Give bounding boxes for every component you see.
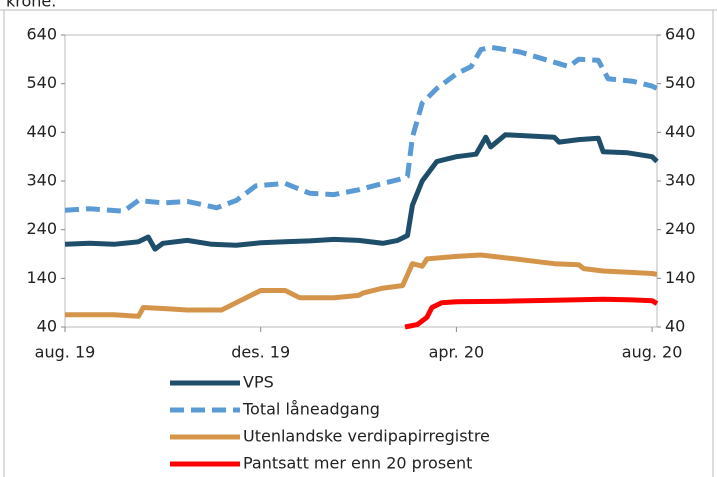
x-tick-label: aug. 19: [35, 343, 96, 362]
series-line: [64, 44, 659, 214]
legend-label: VPS: [243, 373, 274, 392]
legend-label: Utenlandske verdipapirregistre: [243, 427, 490, 446]
legend-label: Pantsatt mer enn 20 prosent: [243, 454, 472, 473]
y2-tick-label: 240: [665, 219, 696, 238]
legend-label: Total låneadgang: [242, 400, 380, 419]
x-tick-label: des. 19: [231, 343, 290, 362]
y2-tick-label: 140: [665, 268, 696, 287]
x-tick-label: aug. 20: [622, 343, 683, 362]
y-tick-label: 640: [26, 25, 57, 44]
y2-tick-label: 540: [665, 73, 696, 92]
y2-tick-label: 440: [665, 122, 696, 141]
plot-frame: [64, 34, 658, 328]
subtitle: krone.: [6, 0, 56, 11]
y2-tick-label: 340: [665, 171, 696, 190]
y-tick-label: 340: [26, 171, 57, 190]
y2-tick-label: 640: [665, 25, 696, 44]
series-line: [64, 132, 659, 252]
y-tick-label: 240: [26, 219, 57, 238]
y-tick-label: 40: [37, 317, 57, 336]
series-line: [404, 296, 659, 330]
y2-tick-label: 40: [665, 317, 685, 336]
y-tick-label: 440: [26, 122, 57, 141]
series-line: [65, 252, 658, 319]
x-tick-label: apr. 20: [429, 343, 485, 362]
y-tick-label: 540: [26, 73, 57, 92]
y-tick-label: 140: [26, 268, 57, 287]
